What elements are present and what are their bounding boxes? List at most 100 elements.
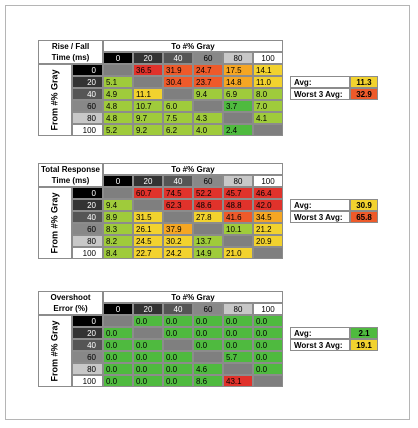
value-cell: 4.8 — [103, 112, 133, 124]
empty-cell — [163, 339, 193, 351]
row-label: 40 — [72, 339, 103, 351]
summary-value: 2.1 — [350, 327, 378, 339]
value-cell: 5.2 — [103, 124, 133, 136]
value-cell: 20.9 — [253, 235, 283, 247]
value-cell: 0.0 — [253, 327, 283, 339]
title-line: Overshoot — [50, 293, 91, 302]
row-header: From #% Gray — [38, 187, 72, 259]
value-cell: 52.2 — [193, 187, 223, 199]
row-label: 100 — [72, 375, 103, 387]
row-header: From #% Gray — [38, 64, 72, 136]
value-cell: 0.0 — [253, 315, 283, 327]
column-label: 20 — [133, 303, 163, 315]
value-cell: 0.0 — [223, 315, 253, 327]
empty-cell — [163, 88, 193, 100]
value-cell: 6.9 — [223, 88, 253, 100]
title-line: Error (%) — [53, 304, 88, 313]
value-cell: 0.0 — [163, 351, 193, 363]
value-cell: 3.7 — [223, 100, 253, 112]
empty-cell — [193, 351, 223, 363]
value-cell: 21.0 — [223, 247, 253, 259]
value-cell: 8.2 — [103, 235, 133, 247]
value-cell: 24.2 — [163, 247, 193, 259]
value-cell: 5.1 — [103, 76, 133, 88]
row-header: From #% Gray — [38, 315, 72, 387]
empty-cell — [103, 64, 133, 76]
value-cell: 11.1 — [133, 88, 163, 100]
value-cell: 0.0 — [103, 363, 133, 375]
value-cell: 2.4 — [223, 124, 253, 136]
title-line: Rise / Fall — [51, 42, 90, 51]
value-cell: 11.0 — [253, 76, 283, 88]
row-label: 80 — [72, 112, 103, 124]
value-cell: 37.9 — [163, 223, 193, 235]
empty-cell — [133, 327, 163, 339]
value-cell: 9.7 — [133, 112, 163, 124]
value-cell: 74.5 — [163, 187, 193, 199]
value-cell: 14.1 — [253, 64, 283, 76]
summary-label: Worst 3 Avg: — [290, 339, 350, 351]
row-label: 60 — [72, 351, 103, 363]
value-cell: 10.1 — [223, 223, 253, 235]
column-label: 60 — [193, 303, 223, 315]
value-cell: 36.5 — [133, 64, 163, 76]
value-cell: 48.6 — [193, 199, 223, 211]
value-cell: 9.4 — [193, 88, 223, 100]
value-cell: 41.6 — [223, 211, 253, 223]
value-cell: 0.0 — [193, 339, 223, 351]
column-label: 80 — [223, 52, 253, 64]
value-cell: 43.1 — [223, 375, 253, 387]
value-cell: 0.0 — [133, 375, 163, 387]
value-cell: 0.0 — [133, 351, 163, 363]
value-cell: 8.0 — [253, 88, 283, 100]
value-cell: 21.2 — [253, 223, 283, 235]
value-cell: 17.5 — [223, 64, 253, 76]
row-header-text: From #% Gray — [50, 192, 60, 254]
value-cell: 0.0 — [253, 351, 283, 363]
table-title: Overshoot Error (%) — [38, 291, 103, 315]
value-cell: 0.0 — [133, 315, 163, 327]
column-header: To #% Gray — [103, 40, 283, 52]
column-label: 100 — [253, 52, 283, 64]
value-cell: 7.0 — [253, 100, 283, 112]
value-cell: 5.7 — [223, 351, 253, 363]
row-label: 20 — [72, 327, 103, 339]
value-cell: 4.0 — [193, 124, 223, 136]
title-line: Time (ms) — [51, 176, 90, 185]
value-cell: 30.2 — [163, 235, 193, 247]
value-cell: 31.5 — [133, 211, 163, 223]
value-cell: 0.0 — [163, 327, 193, 339]
summary-value: 30.9 — [350, 199, 378, 211]
value-cell: 4.3 — [193, 112, 223, 124]
value-cell: 8.6 — [193, 375, 223, 387]
value-cell: 48.8 — [223, 199, 253, 211]
value-cell: 22.7 — [133, 247, 163, 259]
row-header-text: From #% Gray — [50, 69, 60, 131]
frame — [5, 5, 410, 420]
row-label: 40 — [72, 211, 103, 223]
row-header-text: From #% Gray — [50, 320, 60, 382]
empty-cell — [253, 375, 283, 387]
column-label: 0 — [103, 52, 133, 64]
title-line: Total Response — [41, 165, 100, 174]
value-cell: 24.7 — [193, 64, 223, 76]
empty-cell — [253, 247, 283, 259]
value-cell: 0.0 — [253, 363, 283, 375]
summary-label: Avg: — [290, 199, 350, 211]
summary-label: Worst 3 Avg: — [290, 88, 350, 100]
row-label: 80 — [72, 235, 103, 247]
column-label: 60 — [193, 52, 223, 64]
summary-label: Avg: — [290, 327, 350, 339]
row-label: 0 — [72, 64, 103, 76]
value-cell: 0.0 — [253, 339, 283, 351]
value-cell: 14.8 — [223, 76, 253, 88]
value-cell: 46.4 — [253, 187, 283, 199]
value-cell: 8.4 — [103, 247, 133, 259]
row-label: 100 — [72, 124, 103, 136]
value-cell: 8.9 — [103, 211, 133, 223]
value-cell: 0.0 — [193, 327, 223, 339]
value-cell: 0.0 — [103, 339, 133, 351]
summary-value: 19.1 — [350, 339, 378, 351]
column-header: To #% Gray — [103, 163, 283, 175]
value-cell: 45.7 — [223, 187, 253, 199]
